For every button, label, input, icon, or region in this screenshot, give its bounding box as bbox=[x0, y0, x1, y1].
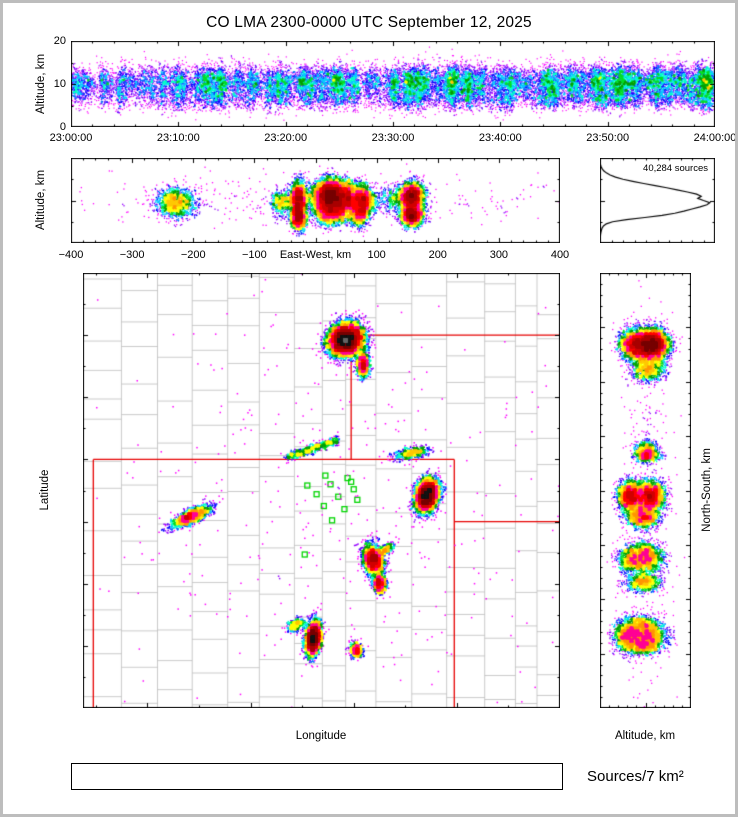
time-axis-tick-label: 24:00:00 bbox=[693, 132, 737, 144]
altitude-tick-label: 20 bbox=[53, 35, 66, 47]
ew-axis-tick-label: −400 bbox=[58, 249, 84, 261]
time-axis-tick-label: 23:50:00 bbox=[586, 132, 630, 144]
source-count-label: 40,284 sources bbox=[643, 163, 708, 174]
plan-view-map-panel bbox=[83, 273, 560, 708]
altitude-tick-label: 10 bbox=[53, 78, 66, 90]
time-axis-tick-label: 23:10:00 bbox=[156, 132, 200, 144]
colorbar-title: Sources/7 km² bbox=[587, 768, 684, 785]
ew-axis-tick-label: 300 bbox=[489, 249, 509, 261]
time-axis-tick-label: 23:00:00 bbox=[49, 132, 93, 144]
ns-panel-xlabel: Altitude, km bbox=[614, 730, 676, 742]
altitude-tick-label: 0 bbox=[59, 121, 66, 133]
eastwest-height-panel bbox=[71, 158, 560, 243]
ew-axis-tick-label: −100 bbox=[241, 249, 267, 261]
map-xlabel: Longitude bbox=[295, 730, 347, 742]
ew-panel-ylabel: Altitude, km bbox=[35, 169, 47, 231]
time-height-panel bbox=[71, 41, 715, 127]
ew-axis-tick-label: −200 bbox=[180, 249, 206, 261]
map-ylabel: Latitude bbox=[39, 469, 51, 511]
colorbar bbox=[71, 763, 563, 790]
ns-panel-ylabel: North-South, km bbox=[701, 448, 713, 532]
ew-axis-tick-label: 100 bbox=[367, 249, 386, 261]
plot-title: CO LMA 2300-0000 UTC September 12, 2025 bbox=[206, 14, 532, 31]
ew-axis-title: East-West, km bbox=[279, 249, 352, 261]
ew-axis-tick-label: 200 bbox=[428, 249, 447, 261]
time-axis-tick-label: 23:40:00 bbox=[478, 132, 522, 144]
time-panel-ylabel: Altitude, km bbox=[35, 53, 47, 115]
time-axis-tick-label: 23:20:00 bbox=[264, 132, 308, 144]
time-axis-tick-label: 23:30:00 bbox=[371, 132, 415, 144]
northsouth-height-panel bbox=[600, 273, 691, 708]
ew-axis-tick-label: −300 bbox=[119, 249, 145, 261]
ew-axis-tick-label: 400 bbox=[550, 249, 570, 261]
altitude-histogram-panel bbox=[600, 158, 715, 243]
